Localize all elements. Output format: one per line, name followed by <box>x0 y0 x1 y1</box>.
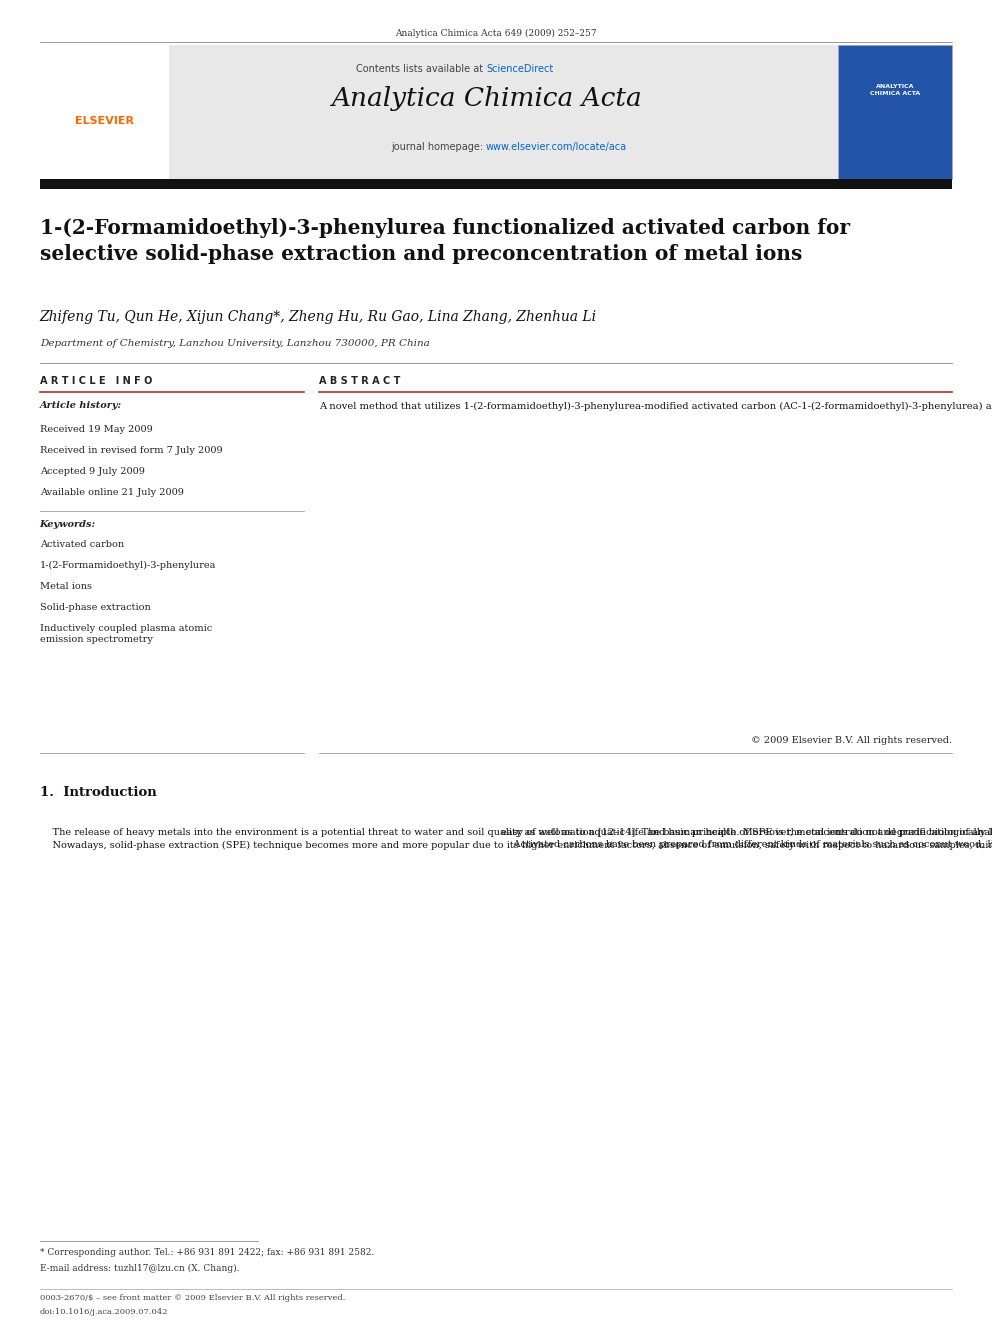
Text: Received 19 May 2009: Received 19 May 2009 <box>40 425 153 434</box>
FancyBboxPatch shape <box>40 45 169 179</box>
Text: Solid-phase extraction: Solid-phase extraction <box>40 603 151 613</box>
Text: ANALYTICA
CHIMICA ACTA: ANALYTICA CHIMICA ACTA <box>870 85 921 95</box>
Text: * Corresponding author. Tel.: +86 931 891 2422; fax: +86 931 891 2582.: * Corresponding author. Tel.: +86 931 89… <box>40 1248 374 1257</box>
Text: Inductively coupled plasma atomic
emission spectrometry: Inductively coupled plasma atomic emissi… <box>40 624 212 644</box>
Text: Accepted 9 July 2009: Accepted 9 July 2009 <box>40 467 145 476</box>
Text: E-mail address: tuzhl17@lzu.cn (X. Chang).: E-mail address: tuzhl17@lzu.cn (X. Chang… <box>40 1263 239 1273</box>
Text: ScienceDirect: ScienceDirect <box>486 64 554 74</box>
FancyBboxPatch shape <box>40 180 952 189</box>
Text: Keywords:: Keywords: <box>40 520 96 529</box>
Text: Contents lists available at: Contents lists available at <box>356 64 486 74</box>
Text: 1-(2-Formamidoethyl)-3-phenylurea functionalized activated carbon for
selective : 1-(2-Formamidoethyl)-3-phenylurea functi… <box>40 218 850 263</box>
Text: The release of heavy metals into the environment is a potential threat to water : The release of heavy metals into the env… <box>40 828 992 849</box>
Text: doi:10.1016/j.aca.2009.07.042: doi:10.1016/j.aca.2009.07.042 <box>40 1308 169 1316</box>
Text: A R T I C L E   I N F O: A R T I C L E I N F O <box>40 376 152 386</box>
Text: 1.  Introduction: 1. Introduction <box>40 786 157 799</box>
FancyBboxPatch shape <box>40 45 952 179</box>
Text: © 2009 Elsevier B.V. All rights reserved.: © 2009 Elsevier B.V. All rights reserved… <box>751 736 952 745</box>
Text: Available online 21 July 2009: Available online 21 July 2009 <box>40 488 184 497</box>
Text: easy of automation [12–14]. The basic principle of SPE is the concentration and : easy of automation [12–14]. The basic pr… <box>501 828 992 849</box>
Text: Received in revised form 7 July 2009: Received in revised form 7 July 2009 <box>40 446 222 455</box>
Text: Zhifeng Tu, Qun He, Xijun Chang*, Zheng Hu, Ru Gao, Lina Zhang, Zhenhua Li: Zhifeng Tu, Qun He, Xijun Chang*, Zheng … <box>40 310 597 324</box>
Text: journal homepage:: journal homepage: <box>391 142 486 152</box>
FancyBboxPatch shape <box>838 45 952 179</box>
Text: 1-(2-Formamidoethyl)-3-phenylurea: 1-(2-Formamidoethyl)-3-phenylurea <box>40 561 216 570</box>
Text: A novel method that utilizes 1-(2-formamidoethyl)-3-phenylurea-modified activate: A novel method that utilizes 1-(2-formam… <box>319 402 992 411</box>
Text: Department of Chemistry, Lanzhou University, Lanzhou 730000, PR China: Department of Chemistry, Lanzhou Univers… <box>40 339 430 348</box>
Text: Analytica Chimica Acta 649 (2009) 252–257: Analytica Chimica Acta 649 (2009) 252–25… <box>395 29 597 38</box>
Text: www.elsevier.com/locate/aca: www.elsevier.com/locate/aca <box>486 142 627 152</box>
Text: ELSEVIER: ELSEVIER <box>74 115 134 126</box>
Text: Article history:: Article history: <box>40 401 122 410</box>
Text: 0003-2670/$ – see front matter © 2009 Elsevier B.V. All rights reserved.: 0003-2670/$ – see front matter © 2009 El… <box>40 1294 345 1302</box>
Text: A B S T R A C T: A B S T R A C T <box>319 376 401 386</box>
Text: Metal ions: Metal ions <box>40 582 91 591</box>
Text: Analytica Chimica Acta: Analytica Chimica Acta <box>330 86 642 111</box>
Text: Activated carbon: Activated carbon <box>40 540 124 549</box>
